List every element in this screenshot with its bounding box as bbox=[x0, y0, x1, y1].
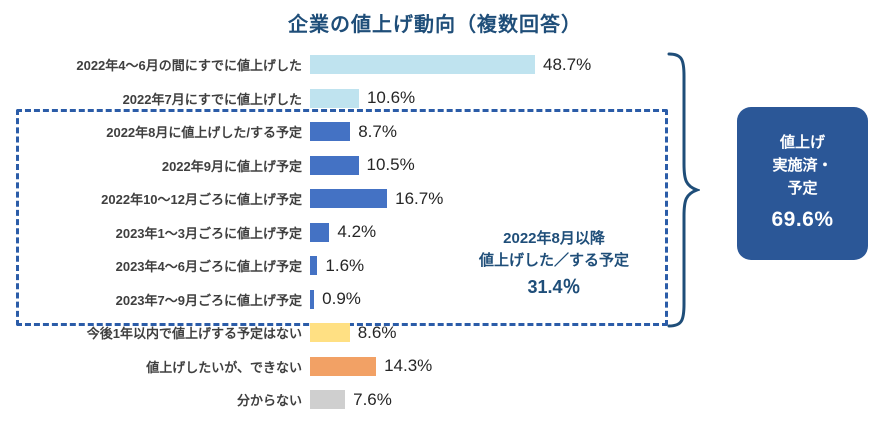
bar-row: 値上げしたいが、できない 14.3% bbox=[0, 350, 870, 384]
bar bbox=[310, 155, 359, 175]
bar-row: 2022年8月に値上げした/する予定 8.7% bbox=[0, 115, 870, 149]
value-label: 10.6% bbox=[366, 88, 416, 108]
value-label: 8.6% bbox=[357, 322, 397, 342]
bar-row: 2022年9月に値上げ予定 10.5% bbox=[0, 149, 870, 183]
bar-row: 今後1年以内で値上げする予定はない 8.6% bbox=[0, 316, 870, 350]
bar bbox=[310, 390, 346, 410]
bar-row: 2023年7～9月ごろに値上げ予定 0.9% bbox=[0, 283, 870, 317]
value-label: 1.6% bbox=[325, 255, 365, 275]
annotation-line: 2022年8月以降 bbox=[503, 230, 605, 247]
bar-row: 分からない 7.6% bbox=[0, 383, 870, 417]
category-label: 2022年7月にすでに値上げした bbox=[122, 91, 302, 107]
bar-row: 2023年1～3月ごろに値上げ予定 4.2% bbox=[0, 216, 870, 250]
summary-box: 値上げ 実施済・ 予定 69.6% bbox=[737, 107, 868, 260]
annotation-line: 値上げした／する予定 bbox=[478, 251, 629, 269]
category-label: 2023年1～3月ごろに値上げ予定 bbox=[115, 225, 302, 241]
value-label: 4.2% bbox=[337, 222, 377, 242]
bar bbox=[310, 55, 535, 75]
bar bbox=[310, 356, 377, 376]
value-label: 48.7% bbox=[542, 54, 592, 74]
bar-row: 2023年4～6月ごろに値上げ予定 1.6% bbox=[0, 249, 870, 283]
bar-row: 2022年4～6月の間にすでに値上げした 48.7% bbox=[0, 48, 870, 82]
bar bbox=[310, 88, 359, 108]
category-label: 2022年10～12月ごろに値上げ予定 bbox=[101, 192, 302, 208]
category-label: 2022年4～6月の間にすでに値上げした bbox=[76, 58, 302, 74]
summary-value: 69.6% bbox=[771, 207, 834, 231]
annotation-value: 31.4％ bbox=[527, 276, 581, 297]
category-label: 今後1年以内で値上げする予定はない bbox=[86, 326, 302, 342]
bar bbox=[310, 289, 315, 309]
bar bbox=[310, 323, 350, 343]
value-label: 7.6% bbox=[353, 389, 392, 409]
category-label: 2023年7～9月ごろに値上げ予定 bbox=[115, 292, 302, 308]
value-label: 10.5% bbox=[366, 155, 415, 175]
chart-title: 企業の値上げ動向（複数回答） bbox=[288, 14, 582, 36]
bar bbox=[310, 122, 351, 142]
value-label: 8.7% bbox=[358, 121, 397, 141]
category-label: 値上げしたいが、できない bbox=[146, 359, 302, 375]
bar-row: 2022年7月にすでに値上げした 10.6% bbox=[0, 82, 870, 116]
summary-line: 実施済・ bbox=[772, 157, 833, 175]
subtotal-annotation: 2022年8月以降 値上げした／する予定 31.4％ bbox=[443, 228, 665, 300]
bar bbox=[310, 222, 330, 242]
bar bbox=[310, 189, 388, 209]
value-label: 14.3% bbox=[384, 356, 433, 376]
value-label: 16.7% bbox=[395, 188, 444, 208]
bar-row: 2022年10～12月ごろに値上げ予定 16.7% bbox=[0, 182, 870, 216]
category-label: 2023年4～6月ごろに値上げ予定 bbox=[115, 259, 302, 275]
value-label: 0.9% bbox=[322, 289, 361, 309]
summary-line: 予定 bbox=[787, 180, 818, 198]
bar bbox=[310, 256, 318, 276]
category-label: 分からない bbox=[236, 393, 302, 409]
category-label: 2022年8月に値上げした/する予定 bbox=[106, 125, 302, 141]
bar-rows: 2022年4～6月の間にすでに値上げした 48.7% 2022年7月にすでに値上… bbox=[0, 48, 870, 417]
brace-icon bbox=[667, 52, 700, 328]
summary-line: 値上げ bbox=[779, 133, 825, 151]
category-label: 2022年9月に値上げ予定 bbox=[161, 158, 302, 174]
